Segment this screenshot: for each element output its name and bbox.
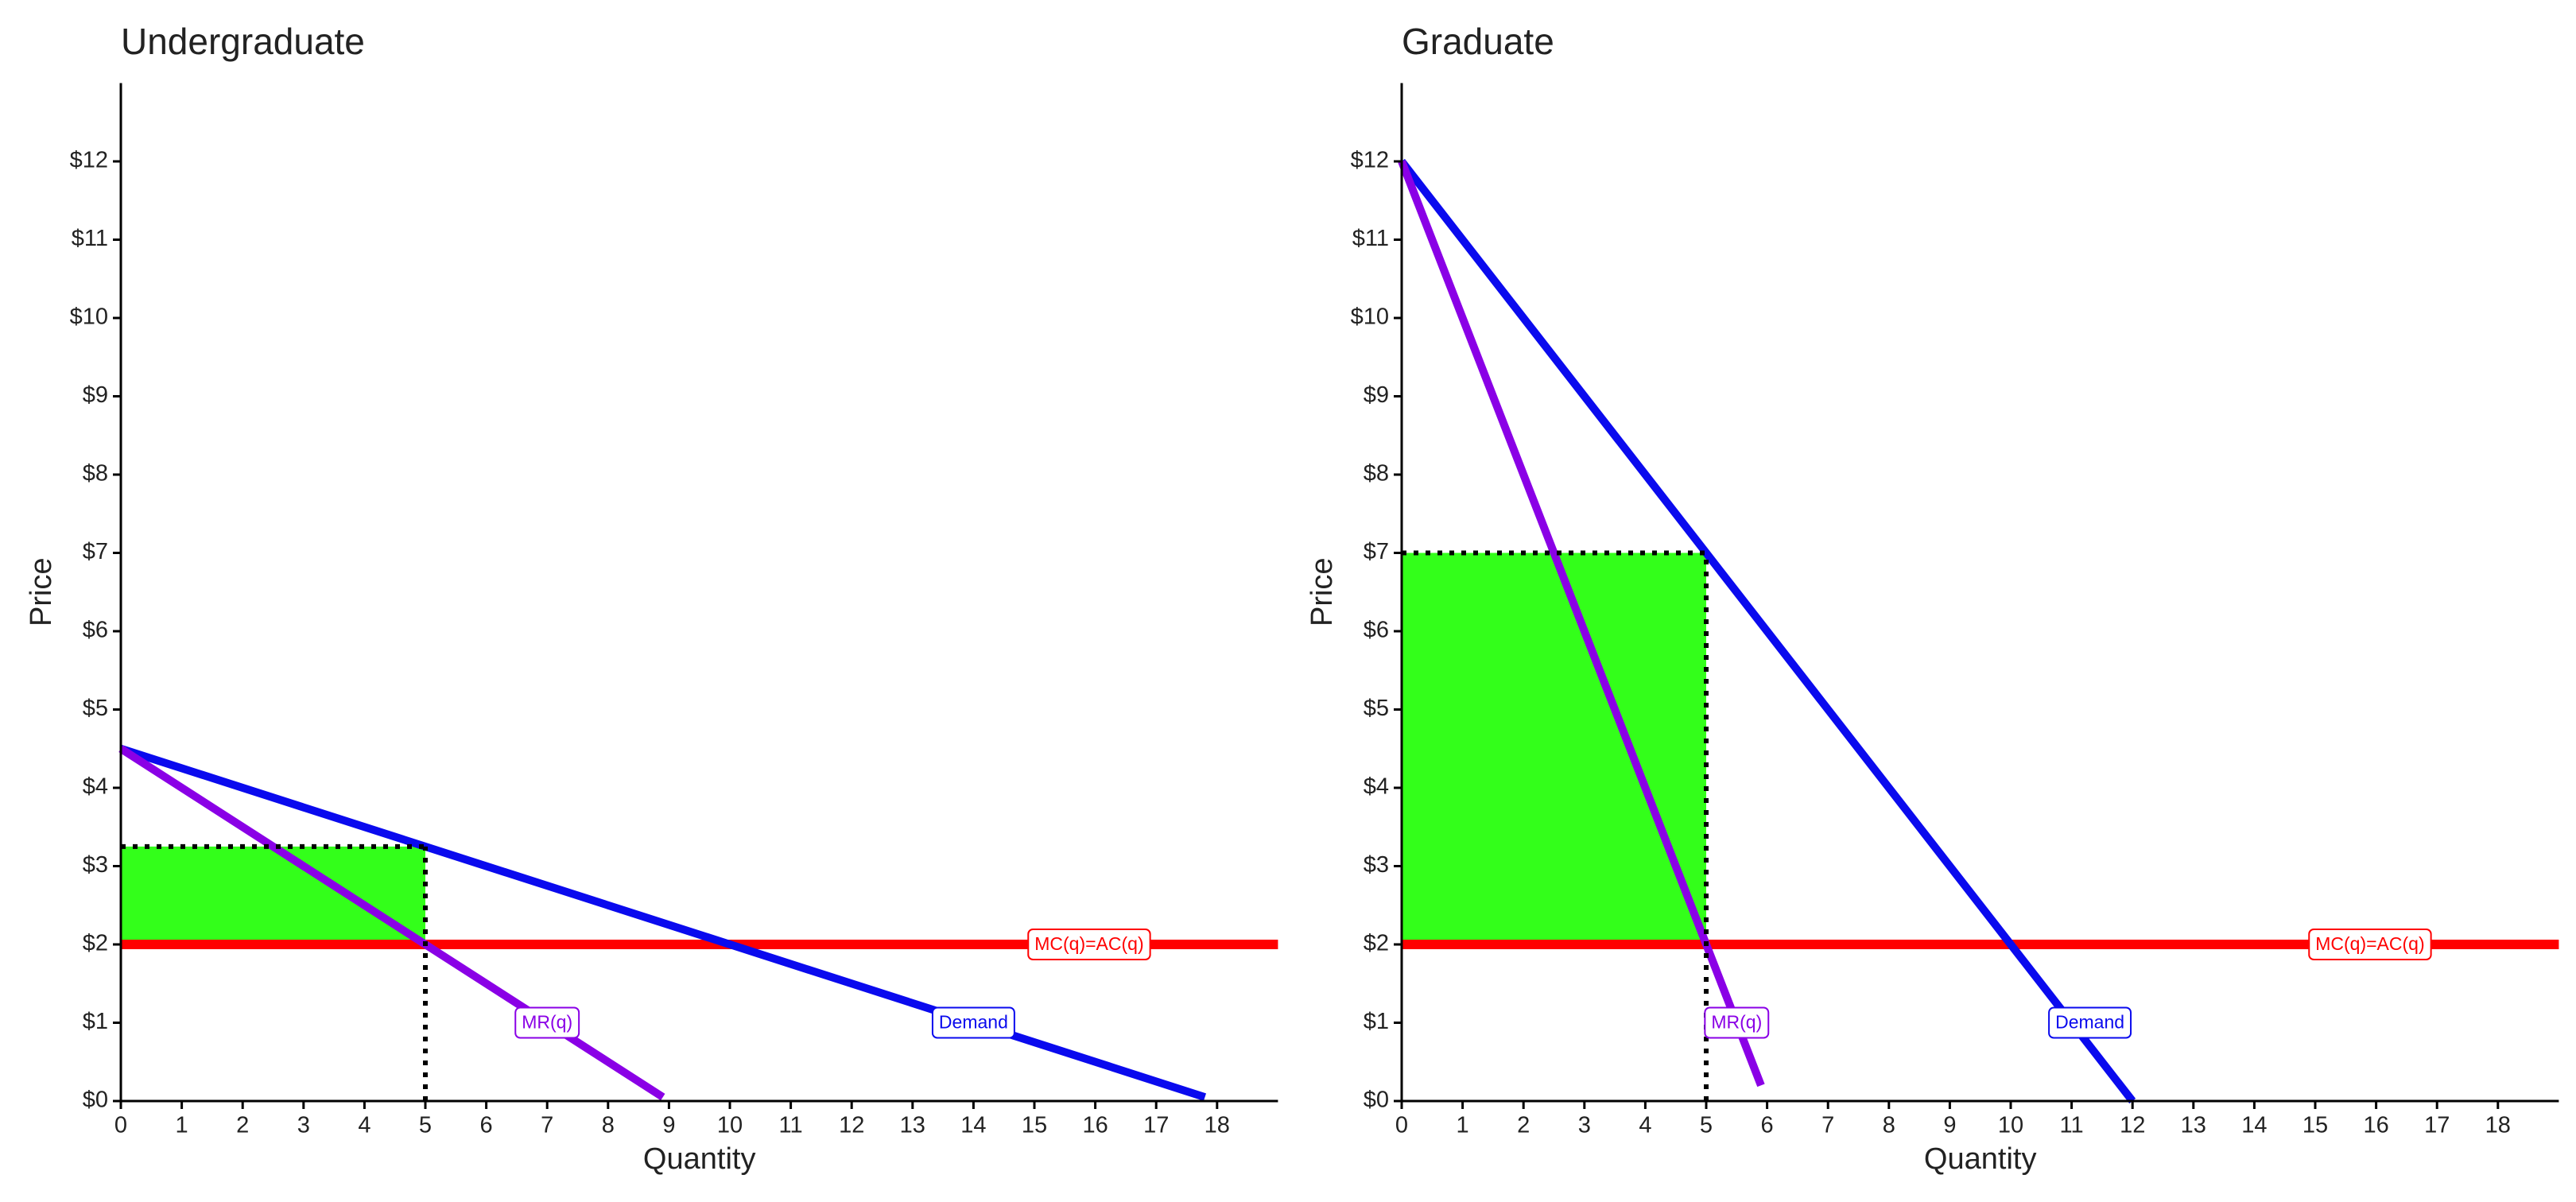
y-tick-label: $8 bbox=[1364, 461, 1389, 487]
x-tick-label: 18 bbox=[2485, 1113, 2511, 1138]
y-tick-label: $11 bbox=[1352, 226, 1389, 251]
x-tick-label: 10 bbox=[717, 1113, 743, 1138]
series-line bbox=[119, 744, 1207, 1101]
y-tick-label: $3 bbox=[1364, 852, 1389, 878]
label-text: MR(q) bbox=[522, 1012, 572, 1033]
y-tick-label: $12 bbox=[1351, 148, 1389, 173]
x-tick-label: 0 bbox=[1395, 1113, 1408, 1138]
x-tick-label: 13 bbox=[900, 1113, 925, 1138]
x-tick-label: 9 bbox=[1943, 1113, 1956, 1138]
x-tick-label: 10 bbox=[1998, 1113, 2023, 1138]
label-text: MC(q)=AC(q) bbox=[2315, 933, 2424, 954]
x-tick-label: 18 bbox=[1205, 1113, 1230, 1138]
x-tick-label: 15 bbox=[1022, 1113, 1047, 1138]
y-tick-label: $7 bbox=[83, 539, 108, 564]
x-tick-label: 13 bbox=[2181, 1113, 2206, 1138]
y-tick-label: $1 bbox=[1364, 1009, 1389, 1034]
x-tick-label: 5 bbox=[1700, 1113, 1713, 1138]
x-tick-label: 2 bbox=[236, 1113, 249, 1138]
profit-area bbox=[121, 846, 425, 944]
y-tick-label: $4 bbox=[1364, 774, 1389, 800]
y-tick-label: $9 bbox=[1364, 382, 1389, 408]
y-tick-label: $6 bbox=[1364, 618, 1389, 643]
y-tick-label: $5 bbox=[83, 696, 108, 721]
y-tick-label: $0 bbox=[1364, 1088, 1389, 1113]
y-axis-title: Price bbox=[25, 557, 58, 626]
x-tick-label: 12 bbox=[839, 1113, 864, 1138]
x-tick-label: 11 bbox=[779, 1113, 803, 1138]
x-tick-label: 8 bbox=[1883, 1113, 1895, 1138]
series-label: Demand bbox=[2048, 1006, 2132, 1039]
x-tick-label: 12 bbox=[2120, 1113, 2145, 1138]
y-tick-label: $10 bbox=[1351, 304, 1389, 330]
series-label: MC(q)=AC(q) bbox=[1027, 929, 1151, 960]
x-tick-label: 3 bbox=[1578, 1113, 1591, 1138]
y-tick-label: $9 bbox=[83, 382, 108, 408]
label-text: MR(q) bbox=[1711, 1012, 1762, 1033]
series-label: MR(q) bbox=[1704, 1006, 1770, 1039]
series-label: MC(q)=AC(q) bbox=[2308, 929, 2432, 960]
label-text: Demand bbox=[2055, 1012, 2124, 1033]
label-box bbox=[2308, 929, 2432, 960]
x-tick-label: 6 bbox=[1761, 1113, 1774, 1138]
x-tick-label: 14 bbox=[960, 1113, 986, 1138]
x-tick-label: 17 bbox=[2424, 1113, 2450, 1138]
x-axis-title: Quantity bbox=[1924, 1142, 2037, 1176]
x-tick-label: 6 bbox=[480, 1113, 493, 1138]
x-tick-label: 16 bbox=[1082, 1113, 1108, 1138]
x-tick-label: 14 bbox=[2241, 1113, 2267, 1138]
x-tick-label: 3 bbox=[297, 1113, 310, 1138]
x-tick-label: 5 bbox=[419, 1113, 432, 1138]
y-tick-label: $12 bbox=[70, 148, 108, 173]
series-line bbox=[118, 745, 665, 1101]
y-tick-label: $10 bbox=[70, 304, 108, 330]
x-tick-label: 4 bbox=[358, 1113, 370, 1138]
series-label: MR(q) bbox=[514, 1006, 580, 1039]
x-tick-label: 16 bbox=[2363, 1113, 2388, 1138]
x-tick-label: 9 bbox=[662, 1113, 675, 1138]
x-tick-label: 17 bbox=[1143, 1113, 1169, 1138]
label-box bbox=[514, 1006, 580, 1039]
label-box bbox=[1704, 1006, 1770, 1039]
chart-title: Graduate bbox=[1402, 21, 1554, 62]
x-tick-label: 0 bbox=[114, 1113, 127, 1138]
label-text: MC(q)=AC(q) bbox=[1034, 933, 1143, 954]
series-line bbox=[1399, 158, 2136, 1104]
y-tick-label: $11 bbox=[72, 226, 108, 251]
label-text: Demand bbox=[939, 1012, 1008, 1033]
label-box bbox=[2048, 1006, 2132, 1039]
y-tick-label: $6 bbox=[83, 618, 108, 643]
label-box bbox=[1027, 929, 1151, 960]
x-tick-label: 8 bbox=[602, 1113, 615, 1138]
y-tick-label: $3 bbox=[83, 852, 108, 878]
y-tick-label: $5 bbox=[1364, 696, 1389, 721]
x-tick-label: 7 bbox=[1821, 1113, 1834, 1138]
label-box bbox=[931, 1006, 1015, 1039]
x-tick-label: 1 bbox=[1457, 1113, 1469, 1138]
y-axis-title: Price bbox=[1305, 557, 1339, 626]
x-axis-title: Quantity bbox=[643, 1142, 756, 1176]
x-tick-label: 1 bbox=[176, 1113, 188, 1138]
y-tick-label: $0 bbox=[83, 1088, 108, 1113]
x-tick-label: 4 bbox=[1639, 1113, 1651, 1138]
x-tick-label: 7 bbox=[541, 1113, 553, 1138]
y-tick-label: $7 bbox=[1364, 539, 1389, 564]
y-tick-label: $4 bbox=[83, 774, 108, 800]
y-tick-label: $2 bbox=[1364, 931, 1389, 956]
series-line bbox=[1398, 160, 1765, 1088]
series-label: Demand bbox=[931, 1006, 1015, 1039]
x-tick-label: 15 bbox=[2302, 1113, 2328, 1138]
y-tick-label: $1 bbox=[83, 1009, 108, 1034]
chart-title: Undergraduate bbox=[121, 21, 365, 62]
x-tick-label: 2 bbox=[1517, 1113, 1530, 1138]
y-tick-label: $8 bbox=[83, 461, 108, 487]
y-tick-label: $2 bbox=[83, 931, 108, 956]
x-tick-label: 11 bbox=[2060, 1113, 2084, 1138]
profit-area bbox=[1402, 553, 1706, 944]
